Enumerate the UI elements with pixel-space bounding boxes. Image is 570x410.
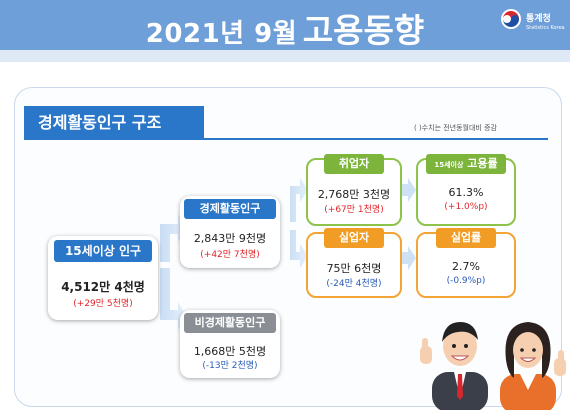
node-value: 61.3% <box>448 186 484 199</box>
node-unemployment-rate: 실업률 2.7% (-0.9%p) <box>416 228 516 298</box>
node-economically-active: 경제활동인구 2,843만 9천명 (+42만 7천명) <box>180 196 280 268</box>
node-label: 15세이상 고용률 <box>426 154 506 174</box>
title-date: 2021년 9월 <box>145 19 298 49</box>
section-title: 경제활동인구 구조 <box>24 106 204 140</box>
mascot-illustration <box>420 322 566 410</box>
node-value: 4,512만 4천명 <box>61 280 145 294</box>
node-value: 2.7% <box>452 260 480 273</box>
page-title: 2021년 9월 고용동향 <box>0 4 570 52</box>
arrow-to-unemp-rate <box>398 246 416 270</box>
arrow-to-emp-rate <box>398 178 416 202</box>
arrow-to-unemployed <box>280 230 308 268</box>
node-employed: 취업자 2,768만 3천명 (+67만 1천명) <box>306 154 402 226</box>
section-underline <box>204 138 548 140</box>
header-band <box>0 50 570 62</box>
arrow-to-non-active <box>150 268 186 330</box>
header-bar: 2021년 9월 고용동향 통계청 Statistics Korea <box>0 0 570 50</box>
node-non-economically-active: 비경제활동인구 1,668만 5천명 (-13만 2천명) <box>180 310 280 378</box>
woman-character <box>500 322 566 410</box>
node-label: 경제활동인구 <box>184 199 276 219</box>
logo-name: 통계청 <box>526 14 551 24</box>
node-value: 2,768만 3천명 <box>317 188 391 201</box>
node-change: (+29만 5천명) <box>73 299 133 309</box>
node-label: 실업자 <box>324 228 384 248</box>
node-value: 1,668만 5천명 <box>193 345 267 358</box>
node-change: (-13만 2천명) <box>202 361 258 371</box>
node-label-main: 고용률 <box>467 157 498 170</box>
node-unemployed: 실업자 75만 6천명 (-24만 4천명) <box>306 228 402 298</box>
node-value: 75만 6천명 <box>326 262 382 275</box>
man-character <box>420 322 488 410</box>
arrow-to-employed <box>280 178 308 222</box>
node-value: 2,843만 9천명 <box>193 232 267 245</box>
node-label: 비경제활동인구 <box>184 313 276 333</box>
statistics-korea-logo: 통계청 Statistics Korea <box>500 8 565 42</box>
node-change: (+1.0%p) <box>444 202 488 212</box>
node-population-15plus: 15세이상 인구 4,512만 4천명 (+29만 5천명) <box>48 236 158 320</box>
node-label: 실업률 <box>436 228 496 248</box>
node-label-prefix: 15세이상 <box>434 161 464 169</box>
arrow-to-econ-active <box>150 214 186 262</box>
taegeuk-emblem-icon <box>501 9 521 29</box>
logo-subtitle: Statistics Korea <box>526 25 565 31</box>
node-change: (+42만 7천명) <box>200 250 260 260</box>
node-label: 취업자 <box>324 154 384 174</box>
node-change: (+67만 1천명) <box>324 205 384 215</box>
title-topic: 고용동향 <box>302 11 425 50</box>
node-label: 15세이상 인구 <box>54 240 152 262</box>
node-change: (-0.9%p) <box>446 276 486 286</box>
footnote: ( )수치는 전년동월대비 증감 <box>414 124 497 132</box>
node-change: (-24만 4천명) <box>326 279 382 289</box>
node-employment-rate: 15세이상 고용률 61.3% (+1.0%p) <box>416 154 516 226</box>
